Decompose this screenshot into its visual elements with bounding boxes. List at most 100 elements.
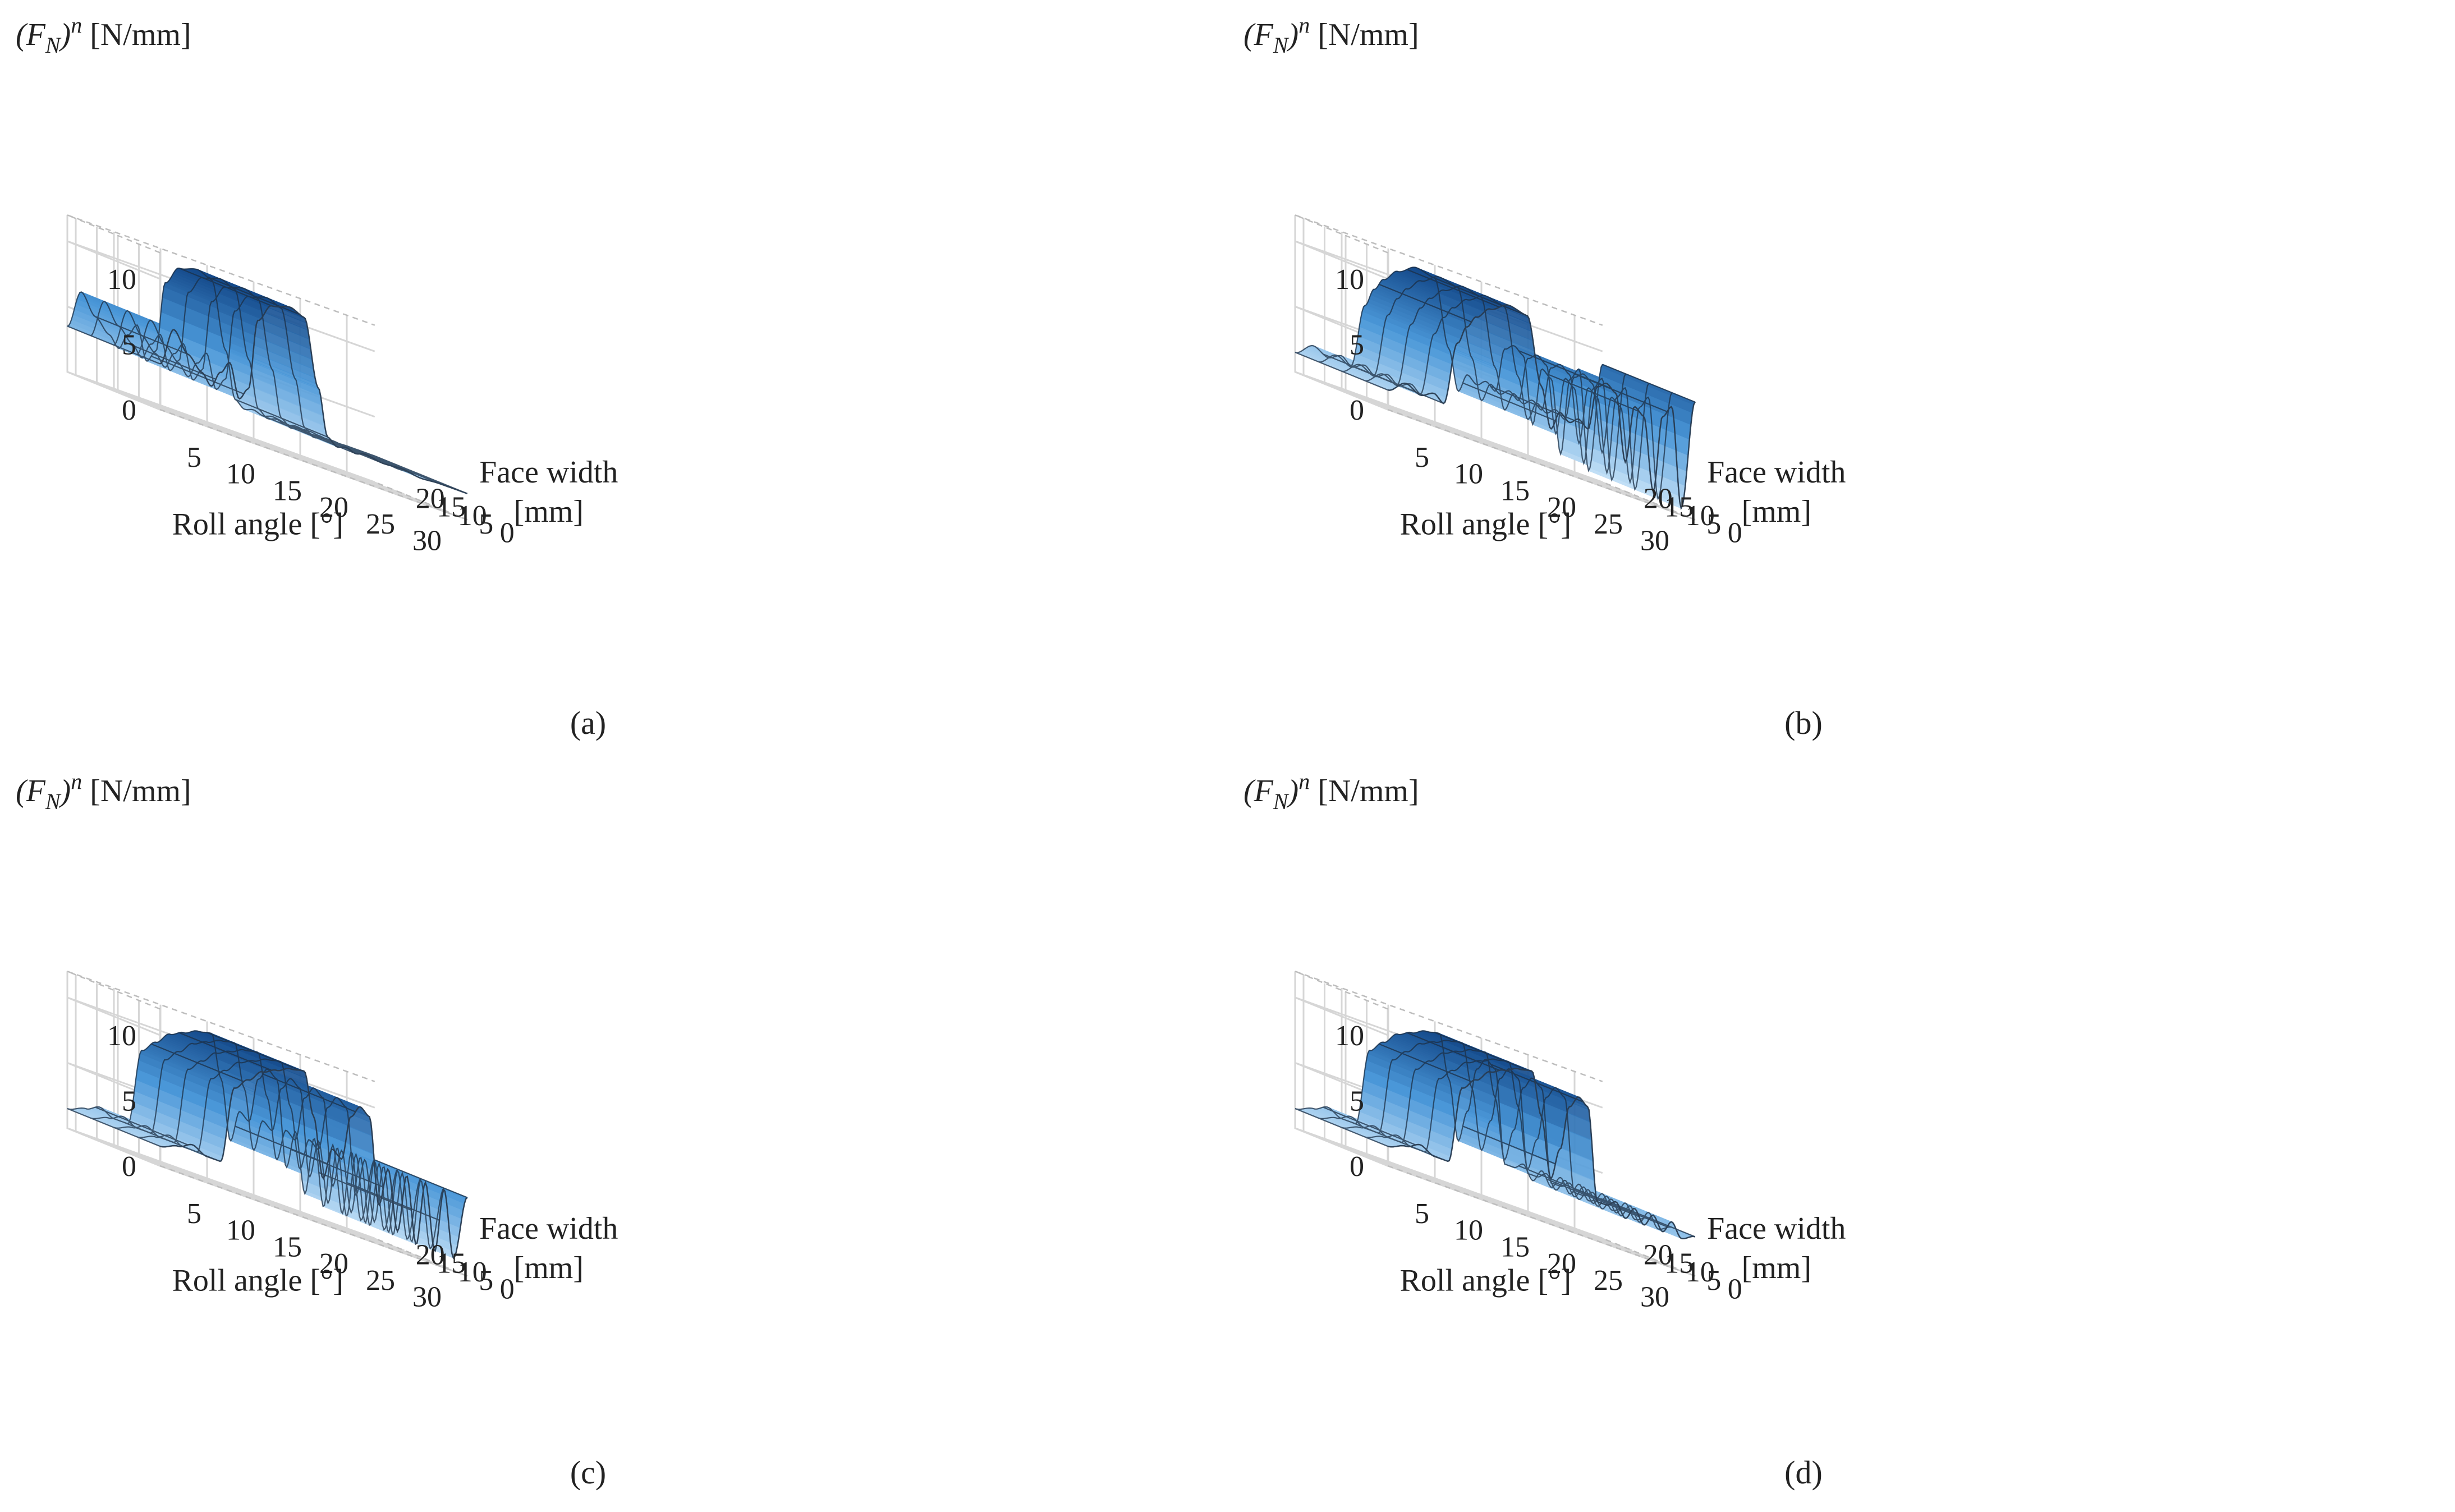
mesh-line-x-a — [67, 325, 160, 365]
y-tick-label: 10 — [458, 500, 487, 532]
y-tick-label: 0 — [1728, 517, 1742, 549]
box-edge-a — [67, 214, 160, 254]
z-tick-label: 5 — [122, 1086, 136, 1118]
y-axis-label-line1: Face width — [479, 1211, 618, 1246]
box-edge-a — [159, 408, 468, 521]
mesh-line-x-a — [150, 355, 244, 395]
x-axis-label: Roll angle [°] — [172, 507, 343, 541]
box-edge-d — [1602, 1238, 1696, 1277]
y-tick-label: 20 — [1644, 1239, 1673, 1271]
gridline-z-c — [67, 1127, 375, 1239]
mesh-line-x-c — [290, 1148, 384, 1188]
mesh-line-x-b — [1462, 382, 1556, 421]
box-edge-d — [1295, 971, 1603, 1082]
mesh-line-x-d — [1323, 1106, 1416, 1146]
x-tick-label: 15 — [1500, 1231, 1530, 1263]
y-tick-label: 10 — [458, 1256, 487, 1288]
y-tick-label: 15 — [437, 1248, 466, 1280]
mesh-line-x-d — [1378, 1043, 1472, 1082]
z-label-sub: N — [1273, 789, 1290, 814]
x-tick-label: 5 — [1415, 442, 1429, 474]
x-tick-label: 25 — [1594, 508, 1623, 540]
z-label-close: ) — [1287, 774, 1299, 808]
box-edge-a — [67, 214, 375, 326]
x-axis-label: Roll angle [°] — [1400, 1263, 1571, 1298]
mesh-line-x-a — [346, 445, 440, 484]
caption-b: (b) — [1784, 705, 1823, 741]
y-axis-label-line2: [mm] — [514, 1251, 584, 1285]
mesh-line-x-a — [95, 316, 189, 355]
x-axis-label: Roll angle [°] — [172, 1263, 343, 1298]
z-label-sup: n — [1298, 769, 1310, 794]
x-tick-label: 25 — [1594, 1265, 1623, 1297]
x-tick-label: 25 — [366, 1265, 395, 1297]
z-tick-label: 0 — [1350, 1151, 1364, 1183]
x-tick-label: 10 — [1454, 458, 1483, 490]
z-tick-label: 10 — [107, 1020, 136, 1052]
x-tick-label: 10 — [226, 1215, 255, 1247]
mesh-line-y-d — [1295, 1030, 1603, 1202]
x-tick-label: 20 — [1547, 1248, 1576, 1280]
box-edge-d — [1295, 971, 1388, 1010]
box-edge-c — [67, 971, 160, 1010]
mesh-line-y-b — [1295, 266, 1603, 472]
mesh-line-x-d — [1462, 1125, 1556, 1165]
gridline-z-b — [1295, 371, 1603, 483]
z-label-main: (F — [16, 17, 46, 52]
box-edge-b — [1602, 481, 1696, 521]
mesh-line-x-b — [1602, 364, 1696, 403]
box-edge-c — [159, 1165, 468, 1277]
surface-edge-d — [1387, 1068, 1696, 1239]
box-edge-b — [1295, 214, 1388, 254]
x-tick-label: 15 — [273, 1231, 302, 1263]
caption-d: (d) — [1784, 1454, 1823, 1491]
x-tick-label: 20 — [319, 1248, 348, 1280]
z-label-main: (F — [16, 774, 46, 808]
mesh-line-x-d — [1546, 1178, 1640, 1217]
x-tick-label: 5 — [187, 1198, 201, 1230]
caption-a: (a) — [570, 705, 607, 741]
z-label-sup: n — [71, 12, 82, 38]
z-tick-label: 10 — [1335, 1020, 1364, 1052]
mesh-line-x-c — [207, 1032, 300, 1071]
x-tick-label: 5 — [1415, 1198, 1429, 1230]
y-axis-label-line1: Face width — [479, 455, 618, 490]
z-tick-label: 10 — [107, 264, 136, 296]
y-tick-label: 15 — [437, 491, 466, 523]
mesh-line-x-b — [1378, 283, 1472, 323]
z-label-sub: N — [45, 33, 62, 58]
x-axis-label: Roll angle [°] — [1400, 507, 1571, 541]
mesh-line-x-d — [1574, 1188, 1668, 1228]
y-tick-label: 5 — [479, 508, 493, 540]
z-label-sub: N — [45, 789, 62, 814]
y-axis-label-line2: [mm] — [514, 494, 584, 529]
z-label-main: (F — [1243, 17, 1274, 52]
mesh-line-x-d — [1351, 1121, 1444, 1161]
mesh-line-x-d — [1406, 1032, 1500, 1071]
surface-edge-c — [159, 1068, 468, 1260]
mesh-line-x-c — [150, 1043, 244, 1082]
panel-d: 5 10 15 20 25 30 0 5 10 15 20 0 5 10 Roll angle [°] Fac… — [1228, 756, 2455, 1512]
y-tick-label: 10 — [1686, 500, 1715, 532]
y-axis-label-line1: Face width — [1707, 455, 1846, 490]
grid-c — [66, 971, 468, 1277]
z-label-close: ) — [59, 774, 71, 808]
x-tick-label: 25 — [366, 508, 395, 540]
z-label-unit: [N/mm] — [1310, 17, 1419, 52]
y-axis-label-line1: Face width — [1707, 1211, 1846, 1246]
mesh-line-x-a — [290, 425, 384, 465]
z-axis-label: (FN)n [N/mm] — [1243, 12, 1419, 58]
mesh-line-x-b — [1574, 373, 1668, 412]
mesh-line-x-b — [1490, 385, 1584, 425]
z-label-close: ) — [59, 17, 71, 52]
z-axis-label: (FN)n [N/mm] — [1243, 769, 1419, 814]
mesh-line-x-d — [1434, 1032, 1528, 1071]
mesh-line-x-a — [123, 341, 217, 380]
z-label-sup: n — [71, 769, 82, 794]
x-tick-label: 30 — [1640, 1281, 1669, 1313]
